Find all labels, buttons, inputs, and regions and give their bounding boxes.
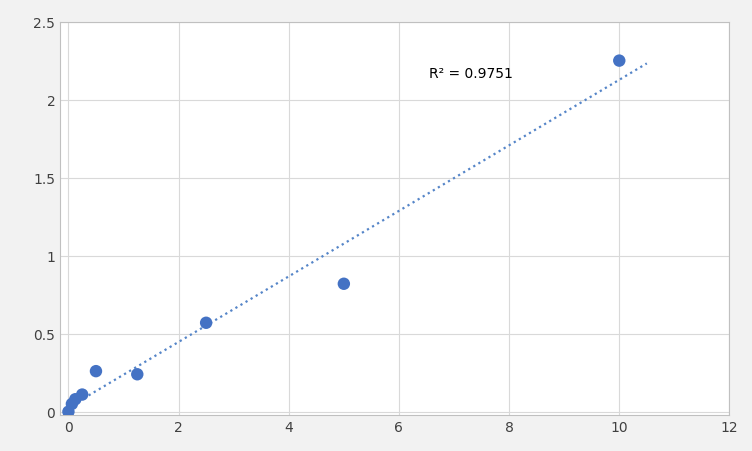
Point [338, 281, 350, 288]
Point [62, 408, 74, 415]
Point [132, 371, 144, 378]
Point [76, 391, 88, 398]
Point [200, 319, 212, 327]
Text: R² = 0.9751: R² = 0.9751 [429, 67, 513, 81]
Point [69, 396, 81, 403]
Point [613, 58, 625, 65]
Point [90, 368, 102, 375]
Point [66, 400, 78, 408]
